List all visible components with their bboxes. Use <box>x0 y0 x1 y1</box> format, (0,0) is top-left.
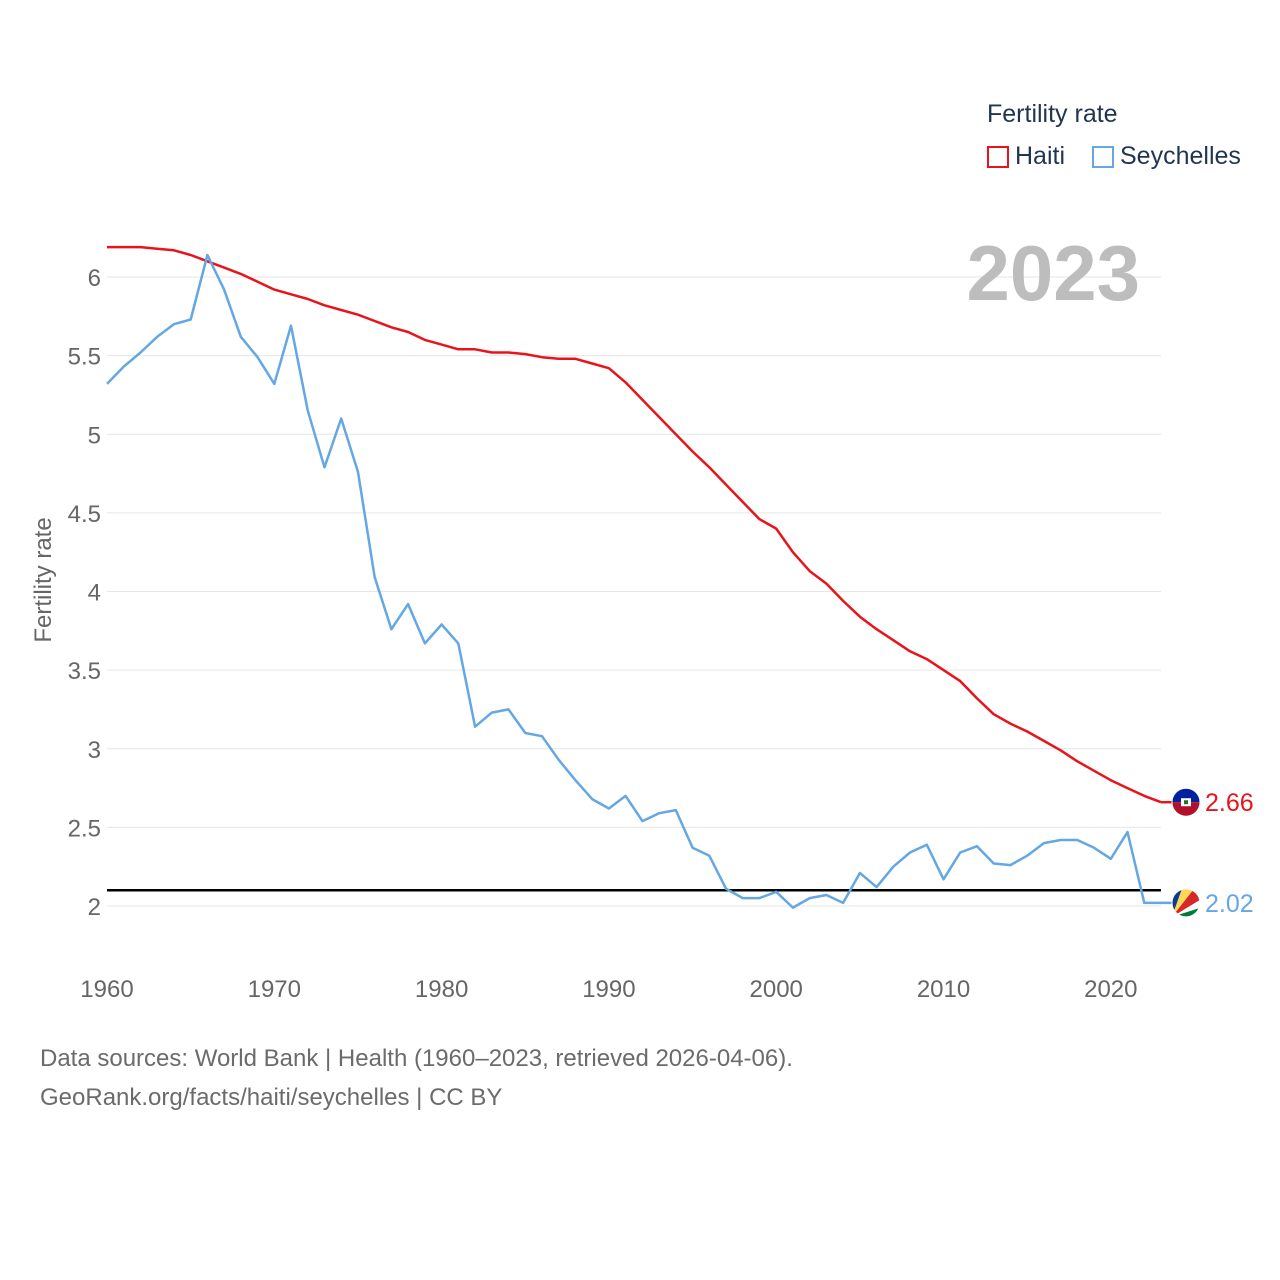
y-tick-label: 4 <box>88 580 101 607</box>
x-tick-label: 2020 <box>1084 976 1137 1003</box>
source-line-1: Data sources: World Bank | Health (1960–… <box>40 1045 793 1072</box>
x-tick-label: 2000 <box>750 976 803 1003</box>
y-axis-title: Fertility rate <box>30 517 57 642</box>
legend-label-seychelles: Seychelles <box>1120 142 1241 170</box>
legend-label-haiti: Haiti <box>1015 142 1066 170</box>
legend-swatch-seychelles <box>1092 145 1114 168</box>
flag-icon-haiti <box>1171 787 1201 817</box>
y-tick-label: 2.5 <box>68 815 101 842</box>
axis-labels: 2 2.5 3 3.5 4 4.5 5 5.5 6 1960 1970 1980 1990 2000 201… <box>68 265 1138 1003</box>
legend-title: Fertility rate <box>987 100 1118 128</box>
legend-item-haiti[interactable]: Haiti <box>987 142 1065 171</box>
end-value-label-seychelles: 2.02 <box>1205 890 1254 918</box>
legend-item-seychelles[interactable]: Seychelles <box>1092 142 1241 171</box>
y-tick-label: 3 <box>88 737 101 764</box>
flag-icon-seychelles <box>1171 888 1201 918</box>
y-tick-label: 5.5 <box>68 344 101 371</box>
x-tick-label: 2010 <box>917 976 970 1003</box>
y-tick-label: 3.5 <box>68 658 101 685</box>
source-line-2: GeoRank.org/facts/haiti/seychelles | CC … <box>40 1084 503 1111</box>
y-tick-label: 2 <box>88 894 101 921</box>
x-tick-label: 1990 <box>582 976 635 1003</box>
end-markers: 2.66 2.02 <box>1161 787 1254 918</box>
x-tick-label: 1980 <box>415 976 468 1003</box>
series-layer <box>106 245 1162 909</box>
legend-swatch-haiti <box>987 145 1009 168</box>
x-tick-label: 1970 <box>248 976 301 1003</box>
x-tick-label: 1960 <box>80 976 133 1003</box>
series-line-seychelles <box>106 253 1161 909</box>
gridlines <box>107 276 1161 907</box>
y-tick-label: 6 <box>88 265 101 292</box>
y-tick-label: 5 <box>88 422 101 449</box>
end-value-label-haiti: 2.66 <box>1205 789 1254 817</box>
year-label: 2023 <box>966 229 1140 317</box>
series-line-haiti <box>107 245 1162 804</box>
y-tick-label: 4.5 <box>68 501 101 528</box>
